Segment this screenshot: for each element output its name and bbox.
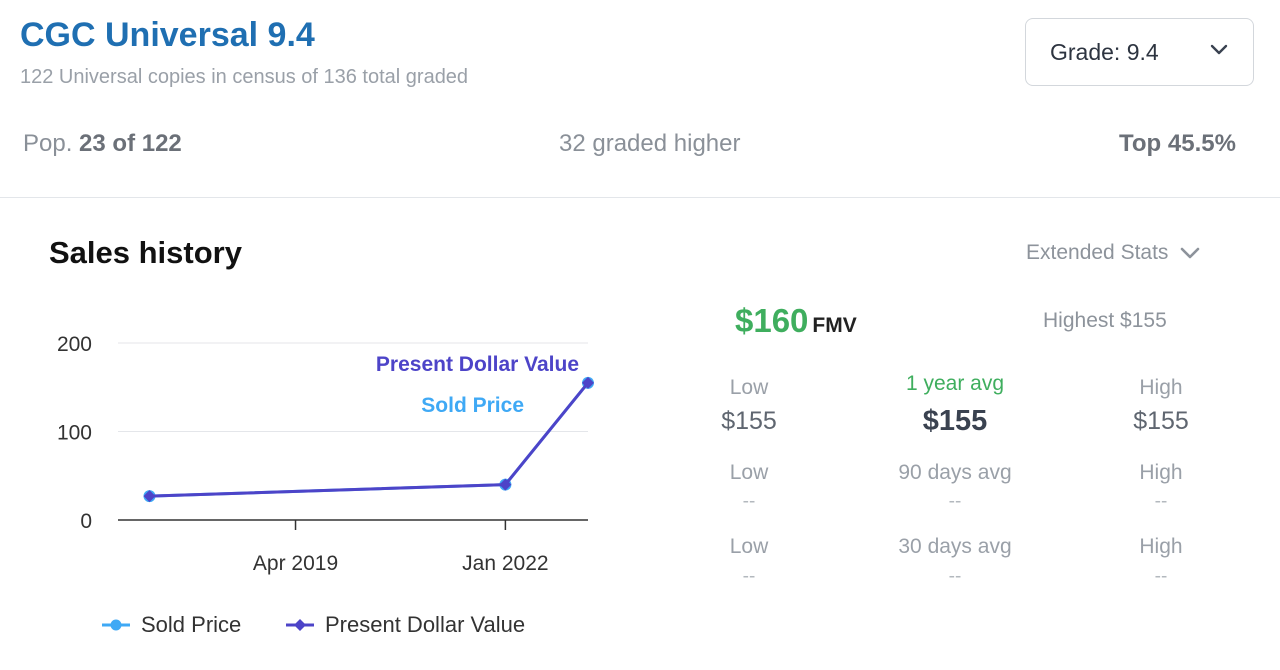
sales-history-title: Sales history [49,235,242,270]
fmv-display: $160 FMV [735,302,857,340]
stat-low-label: Low [729,461,769,484]
stat-low-label: Low [729,376,769,399]
stat-high-value: $155 [1133,407,1189,435]
y-tick-label: 100 [57,422,92,445]
data-point-present-dollar-value [499,478,512,491]
stat-low-value: -- [742,566,756,587]
stat-avg-label: 90 days avg [898,461,1012,484]
x-tick-label: Apr 2019 [253,552,338,575]
stat-low-label: Low [729,535,769,558]
stat-low-value: -- [742,491,756,512]
section-divider [0,197,1280,198]
stat-avg-label: 1 year avg [905,372,1005,395]
stat-avg-value: -- [948,566,962,587]
fmv-label: FMV [812,314,857,337]
legend-sold-price[interactable]: Sold Price [101,612,241,638]
data-point-present-dollar-value [143,490,156,503]
stat-high-label: High [1139,535,1183,558]
chevron-down-icon [1210,44,1228,55]
extended-stats-label: Extended Stats [1026,241,1169,264]
stat-high-value: -- [1154,491,1168,512]
fmv-value: $160 [735,302,809,339]
population-count: Pop. 23 of 122 [23,130,182,158]
highest-sale: Highest $155 [1043,309,1167,332]
sales-history-chart: 0 100 200 Apr 2019 Jan 2022 Present Dollar Va… [57,333,594,575]
graded-higher: 32 graded higher [559,130,741,157]
data-point-present-dollar-value [582,376,594,389]
legend-sold-price-marker [102,619,130,631]
pop-prefix: Pop. [23,130,73,157]
stat-avg-value: -- [948,491,962,512]
stat-low-value: $155 [721,407,777,435]
stat-avg-label: 30 days avg [898,535,1012,558]
page-title: CGC Universal 9.4 [20,16,315,54]
y-tick-label: 200 [57,333,92,356]
extended-stats-toggle[interactable]: Extended Stats [1026,241,1200,265]
legend-present-dollar-value[interactable]: Present Dollar Value [285,612,525,638]
stat-high-value: -- [1154,566,1168,587]
chevron-down-icon [1181,247,1200,258]
legend-present-value-label: Present Dollar Value [325,612,526,637]
grade-select[interactable]: Grade: 9.4 [1025,18,1254,86]
grade-select-label: Grade: 9.4 [1050,38,1159,65]
top-percent: Top 45.5% [1119,130,1236,157]
stat-high-label: High [1139,376,1183,399]
annotation-sold-price: Sold Price [421,394,524,417]
stat-high-label: High [1139,461,1183,484]
y-tick-label: 0 [80,510,92,533]
stat-avg-value: $155 [922,405,988,437]
legend-sold-price-label: Sold Price [141,612,242,637]
annotation-present-dollar-value: Present Dollar Value [376,353,579,376]
x-tick-label: Jan 2022 [462,552,548,575]
legend-present-value-marker [286,619,314,631]
census-subtitle: 122 Universal copies in census of 136 to… [20,66,469,88]
pop-value: 23 of 122 [79,130,182,157]
